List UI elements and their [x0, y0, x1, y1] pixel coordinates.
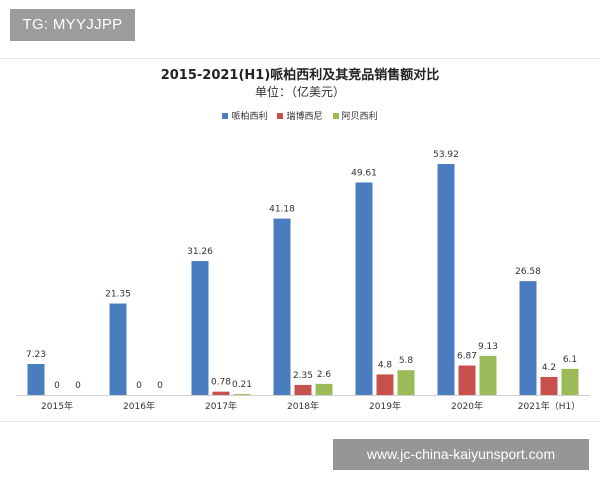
- data-label-1-2: 21.35: [105, 290, 131, 300]
- data-label-1-7: 26.58: [515, 267, 541, 277]
- bar-3-4: [315, 383, 333, 395]
- bar-2-7: [540, 377, 558, 395]
- bar-1-4: [273, 218, 291, 395]
- legend-label-series-1: 哌柏西利: [231, 112, 268, 122]
- legend-swatch-series-2: [277, 112, 284, 119]
- chart-subtitle: 单位：（亿美元）: [254, 85, 345, 99]
- watermark-tag: TG: MYYJJPP: [10, 9, 135, 41]
- data-label-3-1: 0: [75, 381, 81, 391]
- legend-item-series-3: 阿贝西利: [332, 109, 378, 122]
- bar-3-3: [233, 394, 251, 395]
- bar-1-2: [109, 303, 127, 395]
- legend-item-series-2: 瑞博西尼: [277, 109, 323, 122]
- data-label-3-2: 0: [157, 381, 163, 391]
- x-tick-label-1: 2015年: [41, 400, 73, 412]
- bar-1-1: [27, 364, 45, 395]
- chart-title: 2015-2021(H1)哌柏西利及其竞品销售额对比: [160, 68, 440, 83]
- data-label-2-7: 4.2: [542, 363, 556, 373]
- data-label-1-6: 53.92: [433, 150, 459, 160]
- chart-frame: [0, 58, 600, 422]
- bar-1-3: [191, 261, 209, 395]
- bar-3-5: [397, 370, 415, 395]
- bar-2-3: [212, 391, 230, 395]
- bar-3-7: [561, 368, 579, 395]
- x-tick-label-3: 2017年: [205, 400, 237, 412]
- data-label-1-4: 41.18: [269, 205, 295, 215]
- data-label-2-5: 4.8: [378, 360, 393, 370]
- chart-legend: 哌柏西利 瑞博西尼 阿贝西利: [0, 109, 600, 122]
- x-tick-label-4: 2018年: [287, 400, 319, 412]
- data-label-2-4: 2.35: [293, 371, 313, 381]
- x-tick-label-7: 2021年（H1）: [518, 400, 580, 412]
- legend-label-series-3: 阿贝西利: [341, 112, 378, 122]
- data-label-2-3: 0.78: [211, 378, 231, 388]
- data-label-1-1: 7.23: [26, 350, 46, 360]
- data-label-2-2: 0: [136, 381, 142, 391]
- data-label-2-1: 0: [54, 381, 60, 391]
- x-tick-label-5: 2019年: [369, 400, 401, 412]
- bar-1-5: [355, 182, 373, 395]
- data-label-3-5: 5.8: [399, 356, 414, 366]
- data-label-3-3: 0.21: [232, 380, 252, 390]
- data-label-3-7: 6.1: [563, 355, 577, 365]
- bar-2-5: [376, 374, 394, 395]
- bar-3-6: [479, 355, 497, 395]
- data-label-1-5: 49.61: [351, 168, 377, 178]
- legend-label-series-2: 瑞博西尼: [286, 112, 323, 122]
- website-watermark: www.jc-china-kaiyunsport.com: [333, 439, 589, 470]
- bar-1-6: [437, 164, 455, 395]
- bar-1-7: [519, 281, 537, 395]
- data-label-1-3: 31.26: [187, 247, 213, 257]
- x-tick-label-6: 2020年: [451, 400, 483, 412]
- bar-2-6: [458, 365, 476, 395]
- data-label-3-6: 9.13: [478, 342, 498, 352]
- bar-2-4: [294, 384, 312, 395]
- data-label-2-6: 6.87: [457, 352, 477, 362]
- x-tick-label-2: 2016年: [123, 400, 155, 412]
- legend-swatch-series-3: [332, 112, 339, 119]
- legend-item-series-1: 哌柏西利: [222, 109, 267, 122]
- data-label-3-4: 2.6: [317, 370, 332, 380]
- legend-swatch-series-1: [222, 112, 229, 119]
